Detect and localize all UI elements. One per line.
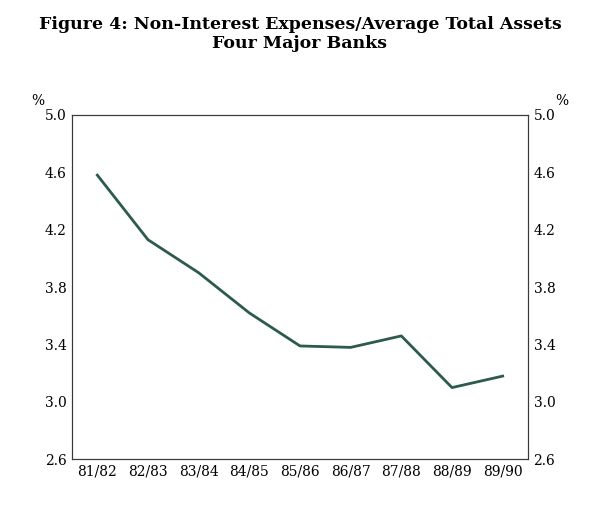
Text: Figure 4: Non-Interest Expenses/Average Total Assets
Four Major Banks: Figure 4: Non-Interest Expenses/Average … [38, 16, 562, 52]
Text: %: % [31, 94, 44, 108]
Text: %: % [556, 94, 569, 108]
